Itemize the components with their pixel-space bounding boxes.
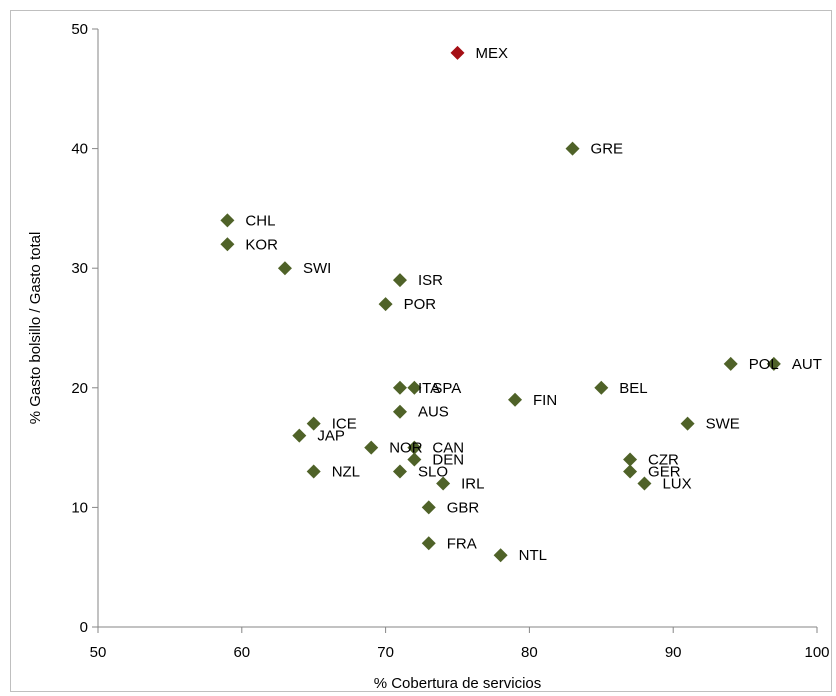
y-tick-label: 40 (71, 141, 88, 158)
point-label-den: DEN (432, 452, 464, 469)
data-point-lux (637, 476, 652, 491)
point-label-nor: NOR (389, 440, 423, 457)
data-point-can (407, 440, 422, 455)
point-label-jap: JAP (317, 428, 345, 445)
point-label-kor: KOR (245, 236, 278, 253)
point-label-nzl: NZL (332, 464, 360, 481)
x-tick-label: 80 (521, 644, 538, 661)
point-label-aus: AUS (418, 404, 449, 421)
data-point-gbr (421, 500, 436, 515)
point-label-ice: ICE (332, 416, 357, 433)
point-label-isr: ISR (418, 272, 443, 289)
data-point-ice (306, 416, 321, 431)
data-point-spa (407, 380, 422, 395)
point-label-gre: GRE (591, 141, 624, 158)
y-tick-label: 0 (80, 619, 88, 636)
data-point-aut (766, 356, 781, 371)
data-point-ger (623, 464, 638, 479)
y-tick-label: 10 (71, 499, 88, 516)
x-tick-label: 100 (804, 644, 829, 661)
data-point-aus (392, 404, 407, 419)
point-label-swe: SWE (706, 416, 740, 433)
data-point-gre (565, 141, 580, 156)
point-label-fra: FRA (447, 535, 477, 552)
x-tick-label: 50 (90, 644, 107, 661)
data-point-isr (392, 273, 407, 288)
point-label-swi: SWI (303, 260, 331, 277)
point-label-bel: BEL (619, 380, 647, 397)
chart-frame (10, 10, 832, 692)
x-tick-label: 90 (665, 644, 682, 661)
point-label-ntl: NTL (519, 547, 547, 564)
data-point-irl (436, 476, 451, 491)
point-label-lux: LUX (662, 475, 691, 492)
data-point-slo (392, 464, 407, 479)
data-point-por (378, 297, 393, 312)
data-point-chl (220, 213, 235, 228)
data-point-czr (623, 452, 638, 467)
point-label-czr: CZR (648, 452, 679, 469)
point-label-por: POR (404, 296, 437, 313)
data-point-jap (292, 428, 307, 443)
y-tick-label: 30 (71, 260, 88, 277)
y-tick-label: 20 (71, 380, 88, 397)
data-point-pol (723, 356, 738, 371)
data-points (220, 45, 781, 563)
data-point-fin (508, 392, 523, 407)
point-label-ger: GER (648, 464, 681, 481)
data-point-swi (277, 261, 292, 276)
x-axis-title: % Cobertura de servicios (374, 675, 542, 692)
data-point-fra (421, 536, 436, 551)
data-point-ntl (493, 548, 508, 563)
point-label-can: CAN (432, 440, 464, 457)
point-label-gbr: GBR (447, 499, 480, 516)
point-label-irl: IRL (461, 475, 484, 492)
data-point-bel (594, 380, 609, 395)
x-tick-label: 70 (377, 644, 394, 661)
tick-labels: 0 10 20 30 40 50 50 60 70 80 90 100 (71, 21, 829, 661)
data-point-nor (364, 440, 379, 455)
data-point-nzl (306, 464, 321, 479)
point-label-chl: CHL (245, 212, 275, 229)
point-label-pol: POL (749, 356, 779, 373)
data-point-mex (450, 45, 465, 60)
axes (92, 28, 818, 633)
point-label-fin: FIN (533, 392, 557, 409)
point-label-mex: MEX (476, 45, 509, 62)
point-label-ita: ITA (418, 380, 440, 397)
point-label-aut: AUT (792, 356, 822, 373)
data-point-kor (220, 237, 235, 252)
y-axis-title: % Gasto bolsillo / Gasto total (27, 232, 44, 425)
data-point-swe (680, 416, 695, 431)
x-tick-label: 60 (233, 644, 250, 661)
data-point-ita (392, 380, 407, 395)
y-tick-label: 50 (71, 21, 88, 38)
data-point-den (407, 452, 422, 467)
point-label-spa: SPA (432, 380, 461, 397)
point-label-slo: SLO (418, 464, 448, 481)
